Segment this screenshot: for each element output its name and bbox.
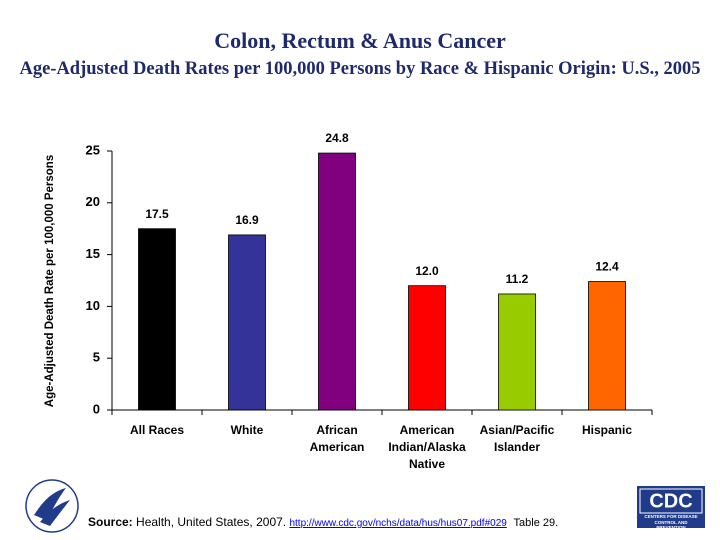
x-tick-label: All Races [129,423,185,437]
source-link[interactable]: http://www.cdc.gov/nchs/data/hus/hus07.p… [289,518,507,529]
cdc-text: CDC [649,490,692,512]
x-tick-label: Hispanic [581,423,632,437]
cdc-subtext: CENTERS FOR DISEASE CONTROL AND PREVENTI… [644,514,698,530]
hhs-logo [25,479,79,533]
bar [138,228,176,411]
x-tick-label: Asian/Pacific Islander [479,423,555,454]
x-tick-label: African American [309,423,365,454]
bar [498,293,536,411]
y-tick-label: 0 [93,401,100,416]
bar [318,152,356,411]
source-text: Health, United States, 2007. [136,515,287,529]
value-label: 16.9 [235,213,259,227]
bar [408,285,446,411]
y-tick-label: 25 [86,142,100,157]
value-label: 24.8 [325,131,349,145]
x-tick-label: American Indian/Alaska Native [388,423,466,471]
source-label: Source: [88,515,133,529]
y-tick-label: 15 [86,246,100,261]
value-label: 11.2 [506,272,529,286]
source-line: Source: Health, United States, 2007. htt… [88,515,558,529]
bar [228,234,266,411]
source-table: Table 29. [513,517,559,529]
x-tick-label: White [230,423,264,437]
value-label: 12.4 [595,260,619,274]
value-label: 17.5 [145,207,169,221]
chart-title: Colon, Rectum & Anus Cancer [214,28,506,53]
y-tick-label: 20 [86,194,100,209]
cdc-logo: CDC [637,486,705,528]
bar [588,281,626,411]
chart-subtitle: Age-Adjusted Death Rates per 100,000 Per… [19,59,701,79]
y-tick-label: 5 [93,350,100,365]
y-axis-label: Age-Adjusted Death Rate per 100,000 Pers… [44,155,56,407]
y-tick-label: 10 [86,298,100,313]
value-label: 12.0 [415,264,439,278]
